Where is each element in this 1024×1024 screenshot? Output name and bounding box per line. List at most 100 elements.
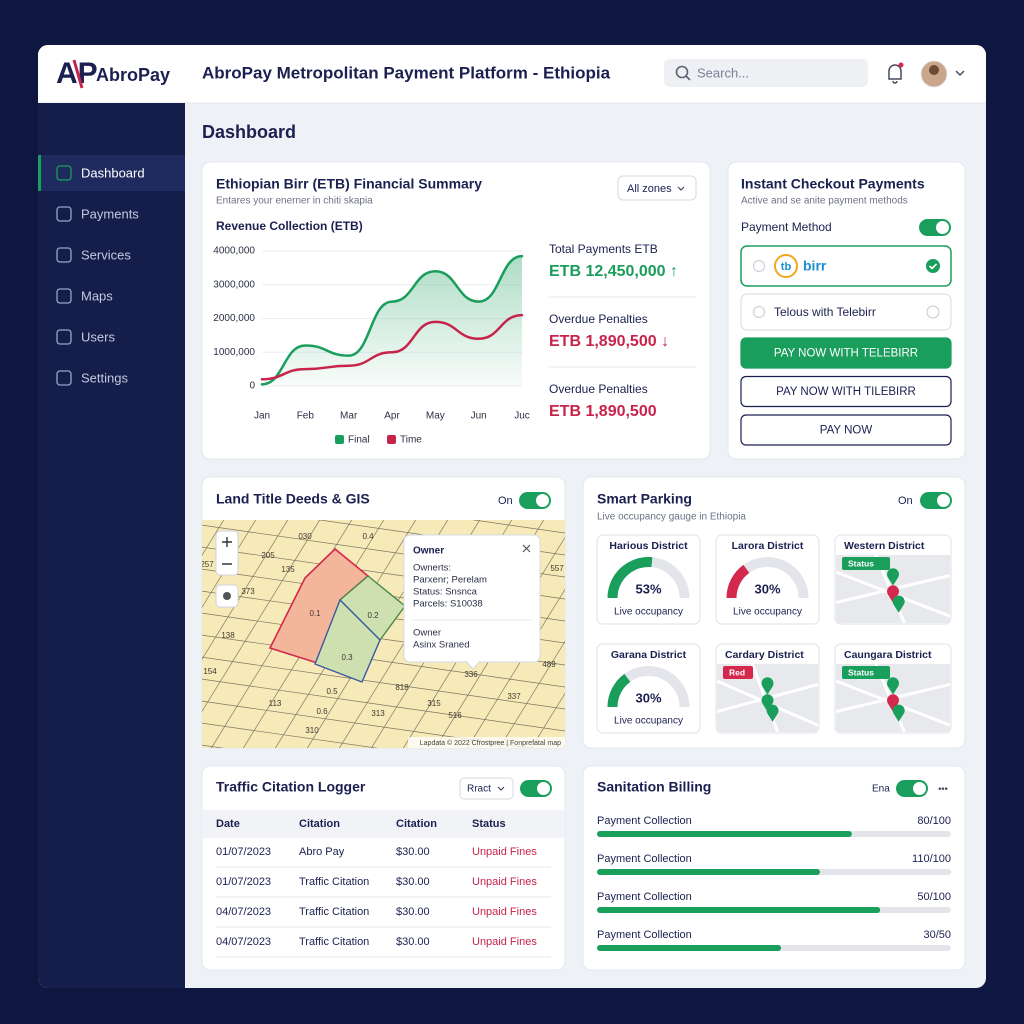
popup-close[interactable] — [522, 544, 531, 553]
toggle-knob — [537, 782, 550, 795]
x-tick-label: May — [426, 411, 445, 422]
method-label: Payment Method — [741, 220, 832, 234]
map-road — [202, 700, 533, 748]
y-tick-label: 2000,000 — [213, 313, 255, 324]
parcel-label: 154 — [203, 667, 217, 676]
button-label: PAY NOW — [820, 425, 873, 437]
popup-line: Parcels: S10038 — [413, 599, 483, 610]
progress-bar — [597, 831, 852, 837]
toggle-knob — [536, 494, 549, 507]
card-title: Traffic Citation Logger — [216, 779, 366, 795]
parcel — [314, 598, 381, 683]
district-name: Larora District — [732, 540, 804, 552]
district-tile[interactable] — [596, 643, 701, 734]
table-cell: Unpaid Fines — [472, 846, 537, 858]
popup-line: Parxenr; Perelam — [413, 575, 487, 586]
popup-line: Status: Snsnca — [413, 587, 478, 598]
district-name: Cardary District — [725, 649, 804, 661]
status-badge — [723, 666, 753, 679]
parcel-label: 0.3 — [341, 653, 353, 662]
table-cell: $30.00 — [396, 846, 430, 858]
popup-title: Owner — [413, 546, 444, 557]
button[interactable] — [740, 337, 952, 369]
parcel-label: 138 — [221, 631, 235, 640]
parcel-label: 0.4 — [362, 532, 374, 541]
table-cell: Traffic Citation — [299, 936, 369, 948]
nav-active — [38, 155, 185, 191]
series-line — [260, 254, 524, 386]
x-tick-label: Feb — [297, 411, 315, 422]
progress-label: Payment Collection — [597, 815, 692, 827]
zoom-control[interactable] — [215, 530, 239, 576]
district-name: Caungara District — [844, 649, 932, 661]
filter-select[interactable] — [617, 175, 697, 201]
button[interactable] — [740, 414, 952, 446]
nav-item[interactable]: Settings — [81, 370, 128, 385]
nav-icon — [56, 370, 72, 386]
card-subtitle: Entares your enerner in chiti skapia — [216, 196, 373, 207]
map-road — [202, 634, 565, 688]
district-tile[interactable] — [596, 534, 701, 625]
district-name: Garana District — [611, 649, 687, 661]
map-pin — [887, 585, 900, 603]
nav-item[interactable]: Users — [81, 329, 115, 344]
filter-label: Rract — [467, 784, 491, 795]
gauge-caption: Live occupancy — [614, 607, 683, 618]
x-tick-label: Jan — [254, 411, 270, 422]
filter-select[interactable] — [459, 777, 514, 800]
card-title: Land Title Deeds & GIS — [216, 491, 370, 507]
legend-swatch — [335, 435, 344, 444]
toggle-knob — [936, 221, 949, 234]
y-tick-label: 0 — [249, 381, 255, 392]
menu-button[interactable]: ••• — [938, 783, 947, 793]
parcel-label: 336 — [464, 670, 478, 679]
popup-line: Asinx Sraned — [413, 640, 470, 651]
bell-icon[interactable] — [888, 64, 902, 84]
district-tile[interactable] — [715, 534, 820, 625]
toggle-label: On — [898, 495, 913, 507]
parcel-label: 257 — [200, 560, 214, 569]
map-pin — [766, 704, 779, 722]
parcel-label: 337 — [507, 692, 521, 701]
stat-label: Overdue Penalties — [549, 382, 648, 396]
button[interactable] — [740, 375, 952, 408]
map-road — [202, 722, 379, 748]
map-attribution: Lapdata © 2022 Cfrostpree | Fonprefatal … — [420, 739, 561, 747]
map-pin — [887, 568, 900, 586]
search-box[interactable] — [664, 59, 868, 87]
card-subtitle: Live occupancy gauge in Ethiopia — [597, 512, 746, 523]
nav-item[interactable]: Payments — [81, 206, 139, 221]
option-label: birr — [803, 258, 827, 274]
gauge-label: 30% — [754, 581, 780, 596]
chart-title: Revenue Collection (ETB) — [216, 219, 363, 233]
progress-value: 80/100 — [917, 815, 951, 827]
parcel-label: 205 — [261, 551, 275, 560]
table-cell: $30.00 — [396, 876, 430, 888]
nav-item[interactable]: Maps — [81, 288, 113, 303]
payment-option[interactable] — [740, 245, 952, 287]
y-tick-label: 3000,000 — [213, 279, 255, 290]
parcel-label: 315 — [427, 699, 441, 708]
table-cell: 01/07/2023 — [216, 846, 271, 858]
map-pin — [887, 694, 900, 712]
map-road — [202, 520, 289, 660]
sidebar — [38, 103, 185, 988]
table-cell: Abro Pay — [299, 846, 345, 858]
nav-item[interactable]: Services — [81, 247, 131, 262]
payment-option[interactable] — [740, 293, 952, 331]
brand: AbroPay — [96, 65, 170, 85]
progress-label: Payment Collection — [597, 853, 692, 865]
toggle-label: Ena — [872, 784, 890, 795]
x-tick-label: Mar — [340, 411, 358, 422]
gauge-value — [607, 673, 631, 708]
popup-pointer — [465, 660, 481, 670]
parcel-label: 373 — [241, 587, 255, 596]
y-tick-label: 1000,000 — [213, 347, 255, 358]
nav-item[interactable]: Dashboard — [81, 165, 145, 180]
button-label: PAY NOW WITH TILEBIRR — [776, 386, 916, 398]
x-tick-label: Jun — [471, 411, 487, 422]
search-icon — [675, 65, 689, 79]
map-road — [202, 520, 321, 712]
stat-value: ETB 12,450,000 ↑ — [549, 263, 678, 280]
